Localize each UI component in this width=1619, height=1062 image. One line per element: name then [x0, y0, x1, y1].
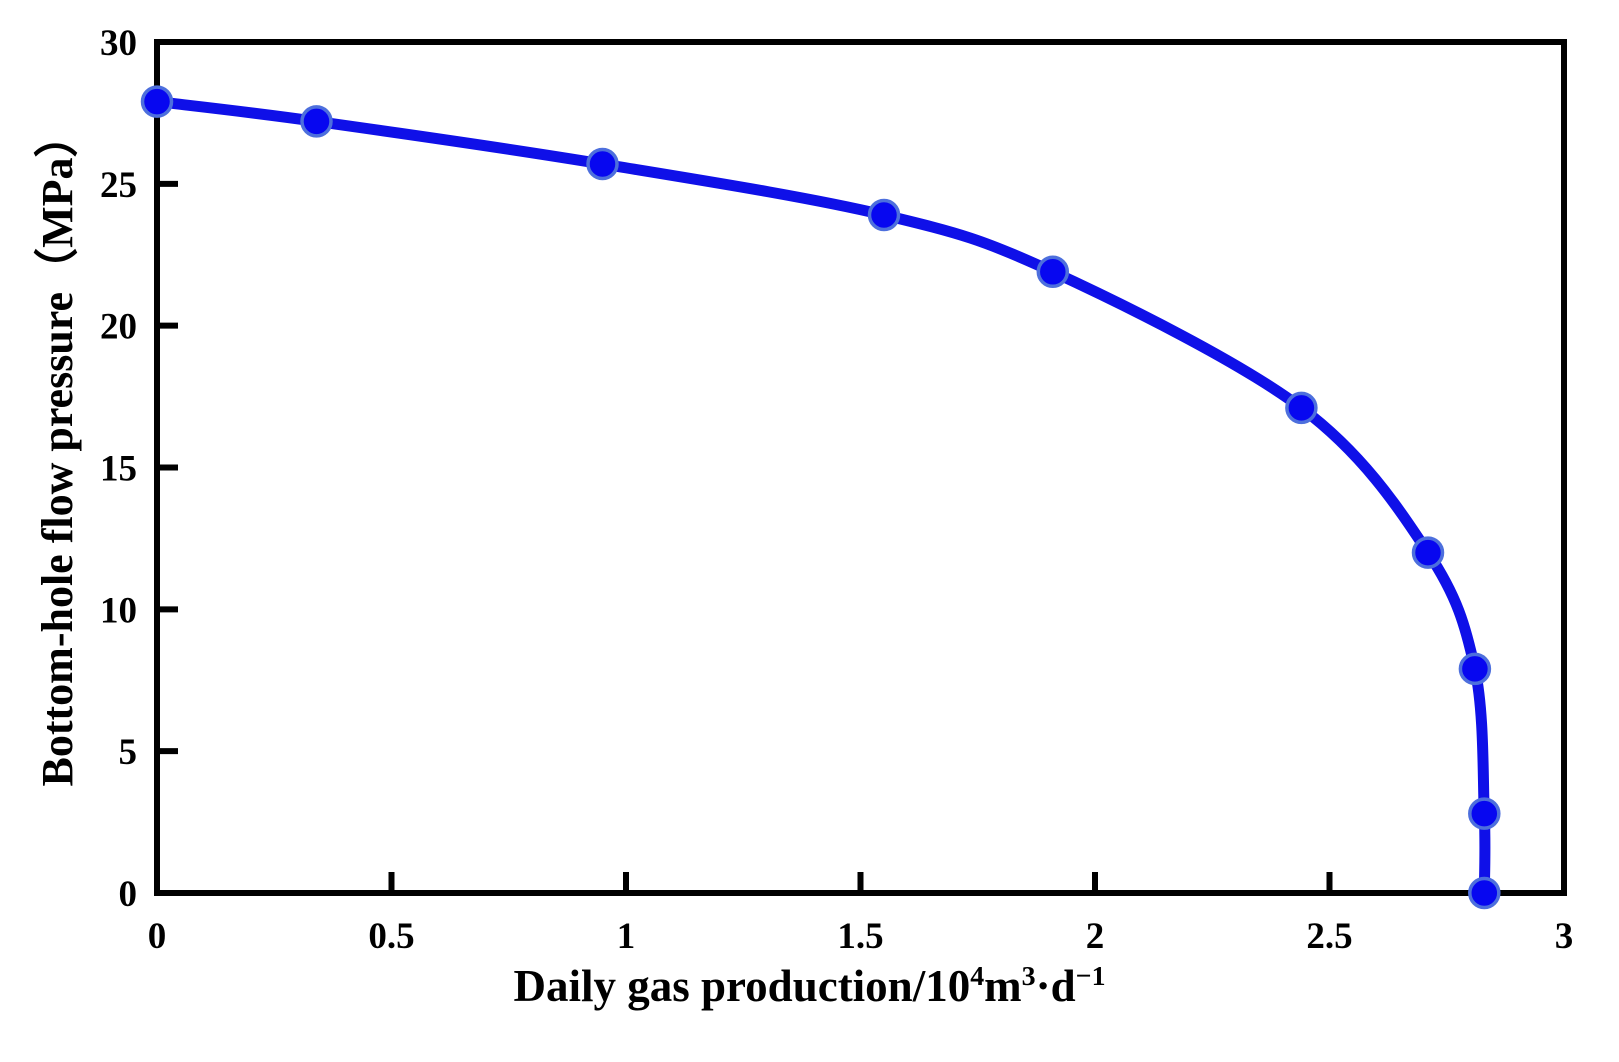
data-point-marker — [867, 198, 901, 232]
x-tick-label: 3 — [1555, 916, 1574, 957]
axis-title-text: ·d — [1035, 961, 1076, 1011]
y-tick-label: 30 — [100, 23, 137, 64]
data-point-marker — [1285, 391, 1318, 425]
axis-title-text: m — [984, 961, 1022, 1011]
data-point-marker — [586, 147, 619, 181]
x-tick-label: 0.5 — [368, 916, 414, 957]
y-tick-label: 25 — [100, 165, 137, 206]
y-tick-label: 5 — [119, 732, 138, 773]
y-tick-label: 20 — [100, 307, 137, 348]
x-tick-label: 2 — [1086, 916, 1105, 957]
axis-title-superscript: 3 — [1021, 961, 1036, 992]
axis-title-text: Daily gas production/10 — [513, 961, 971, 1011]
data-point-marker — [1458, 652, 1492, 686]
y-axis-title: Bottom-hole flow pressure（MPa） — [33, 113, 82, 787]
pressure-curve-line — [151, 96, 1491, 899]
axis-title-superscript: −1 — [1075, 961, 1106, 992]
data-point-marker — [1036, 255, 1070, 289]
x-axis-title: Daily gas production/104m3·d−1 — [0, 960, 1619, 1012]
axis-title-superscript: 4 — [970, 961, 985, 992]
data-point-marker — [300, 105, 333, 138]
y-tick-label: 10 — [100, 590, 137, 631]
data-point-marker — [1411, 536, 1445, 569]
data-point-marker — [1468, 876, 1501, 910]
y-tick-label: 0 — [119, 874, 138, 915]
data-point-marker — [140, 85, 174, 118]
x-tick-label: 0 — [148, 916, 167, 957]
plot-border — [154, 39, 1567, 896]
x-tick-label: 2.5 — [1306, 916, 1352, 957]
data-point-marker — [1468, 797, 1501, 830]
x-tick-label: 1 — [617, 916, 636, 957]
x-tick-label: 1.5 — [837, 916, 883, 957]
y-tick-label: 15 — [100, 449, 137, 490]
